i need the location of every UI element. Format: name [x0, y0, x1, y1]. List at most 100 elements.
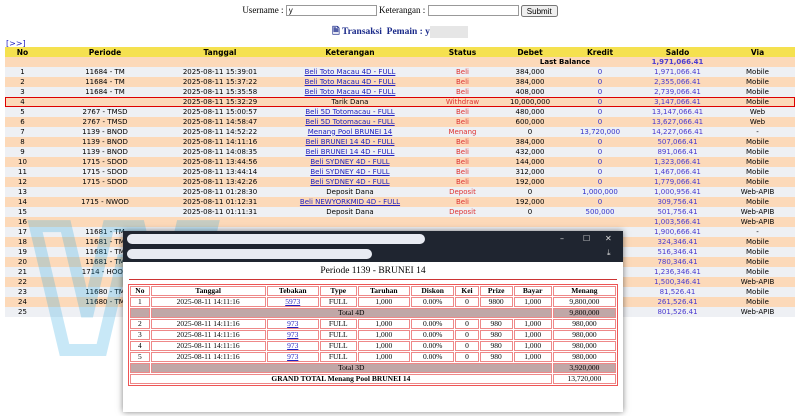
cell-status: Beli [430, 77, 495, 87]
bet-detail-table: No Tanggal Tebakan Type Taruhan Diskon Kei Priz… [128, 284, 618, 386]
cell-keterangan[interactable]: Beli BRUNEI 14 4D - FULL [270, 137, 430, 147]
cell-kredit: 0 [565, 87, 635, 97]
detail-cell[interactable]: 5973 [266, 297, 319, 307]
cell-status: Deposit [430, 187, 495, 197]
cell-kredit: 0 [565, 67, 635, 77]
detail-cell[interactable]: 973 [266, 352, 319, 362]
cell-debet: 432,000 [495, 147, 565, 157]
detail-cell: 0 [455, 297, 479, 307]
cell-via: Mobile [720, 97, 795, 107]
detail-row: 5 2025-08-11 14:11:16 973 FULL 1,000 0.00% 0 98… [130, 352, 616, 362]
cell-periode [40, 217, 170, 227]
cell-tanggal [170, 217, 270, 227]
cell-via: Mobile [720, 67, 795, 77]
cell-keterangan[interactable]: Beli Toto Macau 4D - FULL [270, 77, 430, 87]
cell-status: Beli [430, 67, 495, 77]
cell-status: Withdraw [430, 97, 495, 107]
cell-status: Beli [430, 167, 495, 177]
next-page-link[interactable]: [>>] [6, 39, 26, 48]
total-4d-row: Total 4D 9,800,000 [130, 308, 616, 318]
cell-via: Mobile [720, 267, 795, 277]
cell-periode [40, 187, 170, 197]
detail-column-header: Tanggal [150, 286, 266, 296]
close-icon[interactable]: ✕ [605, 234, 612, 243]
minimize-icon[interactable]: – [560, 234, 564, 243]
cell-periode: 1139 - BNOD [40, 147, 170, 157]
cell-periode: 11684 - TM [40, 87, 170, 97]
cell-via: Mobile [720, 157, 795, 167]
cell-periode: 2767 - TMSD [40, 107, 170, 117]
cell-keterangan[interactable]: Beli SYDNEY 4D - FULL [270, 167, 430, 177]
grand-total-label: GRAND TOTAL Menang Pool BRUNEI 14 [130, 374, 552, 384]
cell-keterangan[interactable]: Beli NEWYORKMID 4D - FULL [270, 197, 430, 207]
cell-via: Web [720, 107, 795, 117]
cell-saldo: 3,147,066.41 [635, 97, 720, 107]
cell-keterangan[interactable]: Beli SYDNEY 4D - FULL [270, 157, 430, 167]
column-header: Status [430, 47, 495, 57]
cell-debet: 144,000 [495, 157, 565, 167]
table-row: 12 1715 - SDOD 2025-08-11 13:42:26 Beli SYD… [5, 177, 795, 187]
cell-saldo: 2,739,066.41 [635, 87, 720, 97]
cell-periode: 1715 - SDOD [40, 167, 170, 177]
cell-debet: 480,000 [495, 107, 565, 117]
cell-via: Web-APIB [720, 187, 795, 197]
detail-cell: FULL [319, 319, 357, 329]
detail-cell: 0.00% [410, 297, 455, 307]
table-row: 11 1715 - SDOD 2025-08-11 13:44:14 Beli SYD… [5, 167, 795, 177]
cell-no: 21 [5, 267, 40, 277]
cell-keterangan[interactable]: Beli 5D Totomacau - FULL [270, 107, 430, 117]
cell-status: Menang [430, 127, 495, 137]
cell-tanggal: 2025-08-11 15:32:29 [170, 97, 270, 107]
cell-keterangan[interactable]: Beli SYDNEY 4D - FULL [270, 177, 430, 187]
column-header: Saldo [635, 47, 720, 57]
keterangan-input[interactable] [427, 5, 519, 17]
cell-debet: 0 [495, 127, 565, 137]
table-row: 9 1139 - BNOD 2025-08-11 14:08:35 Beli BRUN… [5, 147, 795, 157]
cell-saldo: 1,779,066.41 [635, 177, 720, 187]
cell-kredit: 0 [565, 157, 635, 167]
detail-cell[interactable]: 973 [266, 341, 319, 351]
detail-column-header: No [130, 286, 150, 296]
detail-column-header: Prize [479, 286, 513, 296]
search-form: Username : Keterangan : Submit [0, 4, 800, 17]
total-value: 3,920,000 [552, 363, 616, 373]
cell-keterangan[interactable]: Beli 5D Totomacau - FULL [270, 117, 430, 127]
maximize-icon[interactable]: ☐ [583, 234, 591, 243]
cell-keterangan[interactable]: Menang Pool BRUNEI 14 [270, 127, 430, 137]
detail-column-header: Taruhan [357, 286, 410, 296]
cell-saldo: 507,066.41 [635, 137, 720, 147]
username-input[interactable] [285, 5, 377, 17]
detail-cell: 0 [455, 341, 479, 351]
submit-button[interactable]: Submit [520, 4, 558, 17]
cell-kredit: 13,720,000 [565, 127, 635, 137]
cell-tanggal: 2025-08-11 15:35:58 [170, 87, 270, 97]
cell-periode: 11681 - TM [40, 257, 170, 267]
cell-keterangan[interactable]: Beli BRUNEI 14 4D - FULL [270, 147, 430, 157]
detail-cell[interactable]: 973 [266, 319, 319, 329]
detail-cell: 0.00% [410, 319, 455, 329]
detail-cell: 2025-08-11 14:11:16 [150, 341, 266, 351]
table-row: 3 11684 - TM 2025-08-11 15:35:58 Beli Toto … [5, 87, 795, 97]
table-row: 14 1715 - NWOD 2025-08-11 01:12:31 Beli NEW… [5, 197, 795, 207]
cell-saldo: 1,971,066.41 [635, 67, 720, 77]
cell-no: 1 [5, 67, 40, 77]
detail-cell[interactable]: 973 [266, 330, 319, 340]
cell-status: Beli [430, 197, 495, 207]
download-icon[interactable]: ⤓ [607, 248, 611, 257]
cell-no: 14 [5, 197, 40, 207]
cell-tanggal: 2025-08-11 14:58:47 [170, 117, 270, 127]
table-row: 13 2025-08-11 01:28:30 Deposit Dana Deposit… [5, 187, 795, 197]
cell-keterangan[interactable]: Beli Toto Macau 4D - FULL [270, 87, 430, 97]
cell-keterangan[interactable]: Beli Toto Macau 4D - FULL [270, 67, 430, 77]
cell-no: 2 [5, 77, 40, 87]
total-label: Total 4D [150, 308, 552, 318]
detail-popup-window: – ☐ ✕ ⤓ Periode 1139 - BRUNEI 14 No Tangg… [123, 231, 623, 412]
detail-cell: 0 [455, 319, 479, 329]
cell-debet: 312,000 [495, 167, 565, 177]
cell-debet: 384,000 [495, 137, 565, 147]
cell-kredit: 0 [565, 77, 635, 87]
cell-debet: 10,000,000 [495, 97, 565, 107]
cell-status: Beli [430, 157, 495, 167]
cell-periode [40, 307, 170, 317]
cell-no: 9 [5, 147, 40, 157]
